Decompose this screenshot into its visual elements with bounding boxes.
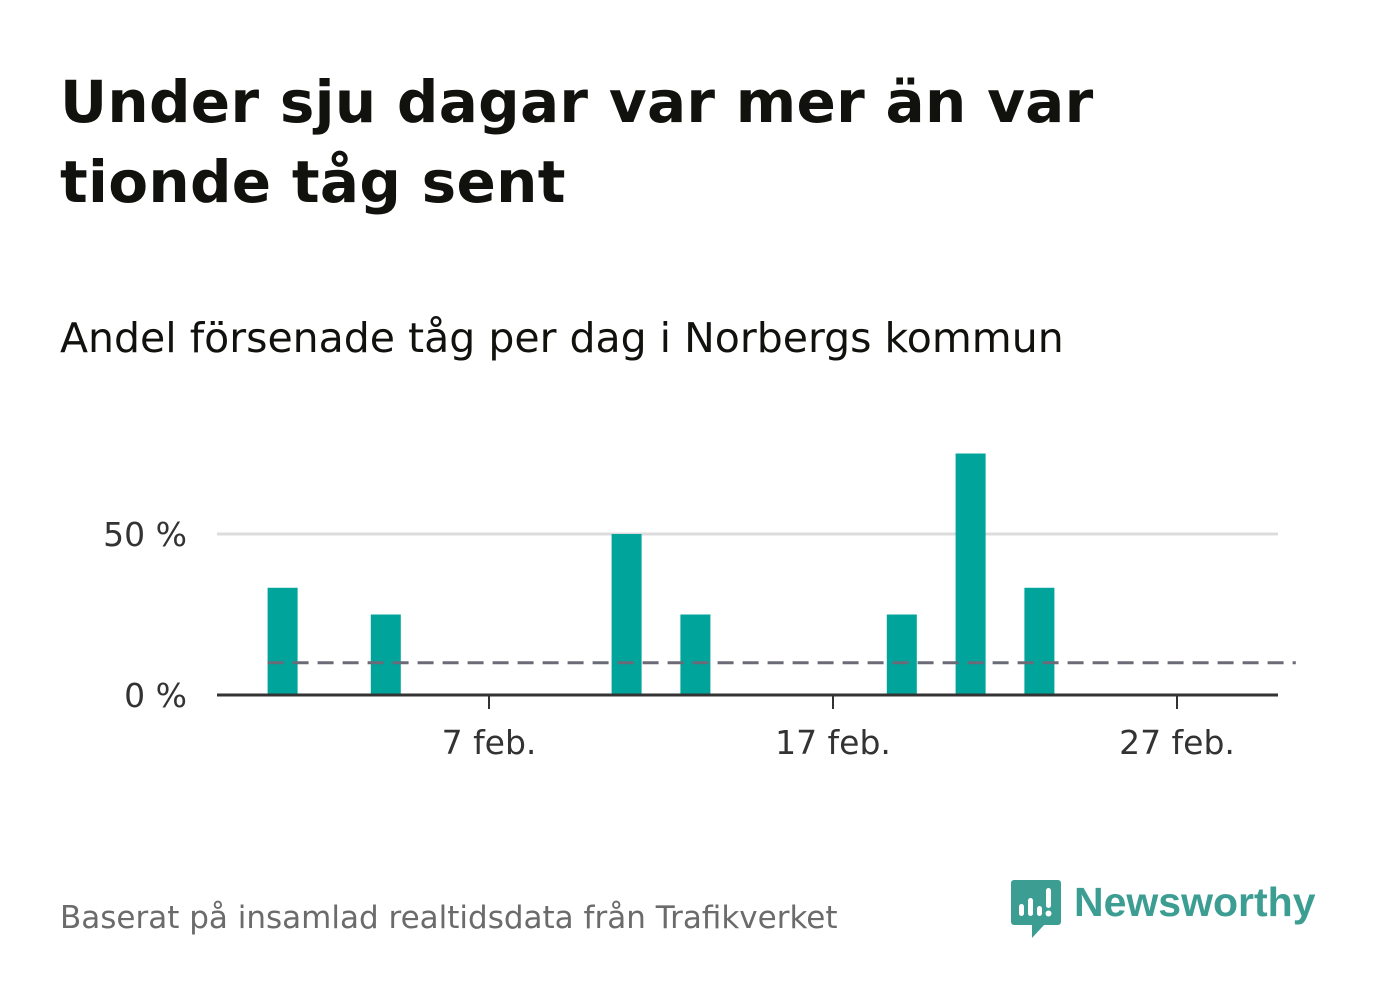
bar [886,614,917,695]
x-tick-label: 27 feb. [1119,723,1235,762]
bar [611,534,642,695]
chart-subtitle: Andel försenade tåg per dag i Norbergs k… [60,314,1064,362]
bar [370,614,401,695]
chart-title: Under sju dagar var mer än var tionde tå… [60,68,1094,216]
bars [267,453,1055,695]
x-tick-label: 17 feb. [775,723,891,762]
bar [1024,587,1055,695]
x-tick-label: 7 feb. [442,723,537,762]
bar [680,614,711,695]
newsworthy-logo-icon [1011,880,1061,938]
brand-logo: Newsworthy [1010,878,1316,942]
brand-name: Newsworthy [1074,879,1316,925]
axes: 0 % 50 % 7 feb. 17 feb. 27 feb. [103,515,1278,762]
bar [267,587,298,695]
source-note: Baserat på insamlad realtidsdata från Tr… [60,900,838,936]
y-tick-label: 0 % [124,676,187,715]
y-tick-label: 50 % [103,515,187,554]
bar [955,453,986,695]
